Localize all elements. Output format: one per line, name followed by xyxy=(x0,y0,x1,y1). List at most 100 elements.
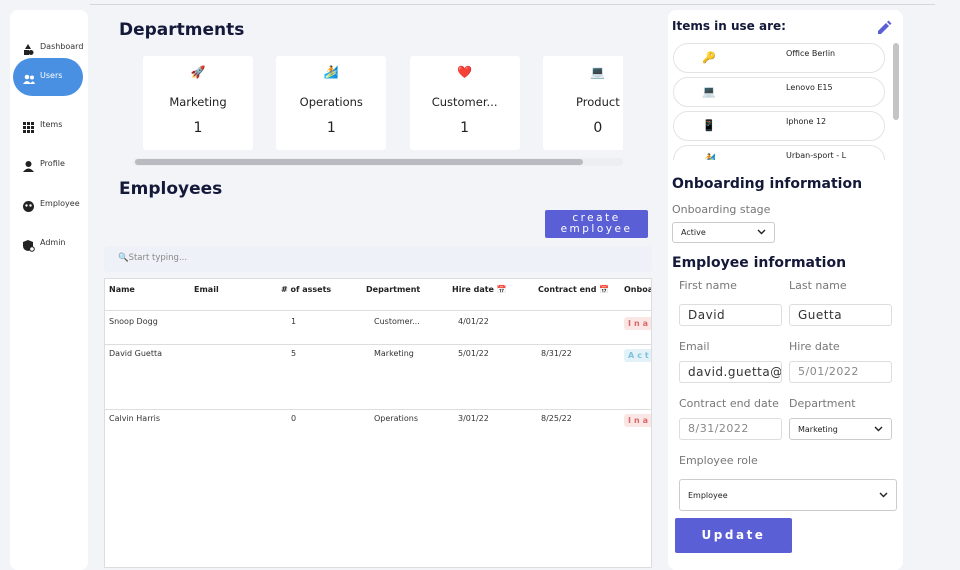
status-badge: Inac xyxy=(624,317,651,330)
update-button[interactable]: Update xyxy=(675,518,792,553)
icon xyxy=(23,161,34,172)
chevron-icon xyxy=(879,492,888,497)
label: Department xyxy=(789,397,856,410)
label: Contract end date xyxy=(679,397,779,410)
department-card[interactable]: 💻 Product 0 xyxy=(542,56,623,150)
cell-contract-end: 8/25/22 xyxy=(541,414,572,423)
item-row[interactable]: 💻 Lenovo E15 xyxy=(673,77,885,107)
nav-label: Profile xyxy=(40,159,65,168)
department-name: Customer... xyxy=(431,95,498,109)
cell-department: Customer... xyxy=(374,317,420,326)
department-count: 1 xyxy=(460,120,470,136)
nav-icon xyxy=(23,71,35,84)
column-header: Hire date 📅 xyxy=(452,285,507,294)
first-name-input[interactable]: David xyxy=(679,304,782,326)
edit-icon[interactable] xyxy=(876,20,892,36)
column-header: Name xyxy=(109,285,135,294)
chevron-icon xyxy=(757,229,766,235)
row-border xyxy=(105,310,651,311)
label: Email xyxy=(679,340,710,353)
cell-hire-date: 4/01/22 xyxy=(458,317,489,326)
role-select[interactable]: Employee xyxy=(679,479,897,511)
stage-label: Onboarding stage xyxy=(672,203,771,216)
last-name-input[interactable]: Guetta xyxy=(789,304,892,326)
stage-select[interactable]: Active xyxy=(672,222,775,243)
nav-item[interactable]: Profile xyxy=(13,154,83,174)
cell-assets: 0 xyxy=(291,414,297,423)
stage-value: Active xyxy=(681,228,706,237)
department-select[interactable]: Marketing xyxy=(789,418,892,440)
department-card[interactable]: 🏄 Operations 1 xyxy=(276,56,387,150)
item-name: Lenovo E15 xyxy=(786,83,833,92)
nav-item[interactable]: Users xyxy=(13,58,83,96)
department-count: 0 xyxy=(593,120,603,136)
nav-label: Dashboard xyxy=(40,42,84,51)
label: First name xyxy=(679,279,737,292)
department-name: Operations xyxy=(299,95,363,109)
row-border xyxy=(105,344,651,345)
chevron xyxy=(879,491,888,500)
sidebar: Dashboard Users Items Profile Employee Admin xyxy=(10,10,88,570)
chevron xyxy=(757,228,766,237)
department-card[interactable]: ❤️ Customer... 1 xyxy=(409,56,520,150)
nav-item[interactable]: Employee xyxy=(13,194,83,214)
item-row[interactable]: 🏄 Urban-sport - L xyxy=(673,145,885,160)
department-icon: 🏄 xyxy=(323,65,339,79)
cell-name: Calvin Harris xyxy=(109,414,161,423)
hire-date-input[interactable]: 5/01/2022 xyxy=(789,361,892,383)
department-card[interactable]: 🚀 Marketing 1 xyxy=(143,56,253,150)
search-input[interactable]: 🔍Start typing... xyxy=(104,246,652,272)
cell-department: Operations xyxy=(374,414,418,423)
role-value: Employee xyxy=(688,490,728,500)
items-list: 🔑 Office Berlin 💻 Lenovo E15 📱 Iphone 12 🏄 Urba… xyxy=(668,40,890,160)
chevron-icon xyxy=(874,426,883,431)
nav-item[interactable]: Admin xyxy=(13,233,83,253)
nav-label: Admin xyxy=(40,238,66,247)
items-scrollbar xyxy=(893,43,899,120)
nav-icon xyxy=(23,119,35,133)
cell-contract-end: 8/31/22 xyxy=(541,349,572,358)
department-name: Marketing xyxy=(169,95,227,109)
nav-item[interactable]: Dashboard xyxy=(13,37,83,57)
item-icon: 💻 xyxy=(702,85,716,98)
cell-assets: 5 xyxy=(291,349,297,358)
icon xyxy=(23,122,34,133)
departments-title: Departments xyxy=(119,20,245,40)
column-header: Onboar xyxy=(624,285,651,294)
scroll-thumb xyxy=(135,159,583,165)
icon xyxy=(24,44,34,55)
nav-icon xyxy=(23,41,35,55)
icon xyxy=(23,74,35,84)
nav-label: Users xyxy=(40,71,63,80)
employee-table: Name Email # of assets Department Hire date … xyxy=(104,278,652,568)
department-icon: 🚀 xyxy=(190,65,206,79)
item-icon: 📱 xyxy=(702,119,716,132)
nav-label: Items xyxy=(40,120,63,129)
department-icon: ❤️ xyxy=(457,65,473,79)
item-name: Iphone 12 xyxy=(786,117,827,126)
label: Last name xyxy=(789,279,847,292)
cell-assets: 1 xyxy=(291,317,297,326)
column-header: # of assets xyxy=(281,285,332,294)
cell-hire-date: 3/01/22 xyxy=(458,414,489,423)
employee-info-title: Employee information xyxy=(672,255,847,271)
item-name: Urban-sport - L xyxy=(786,151,847,160)
item-row[interactable]: 🔑 Office Berlin xyxy=(673,43,885,73)
nav-icon xyxy=(23,198,35,212)
onboarding-title: Onboarding information xyxy=(672,176,863,192)
label: Employee role xyxy=(679,454,758,467)
department-value: Marketing xyxy=(798,424,838,434)
nav-item[interactable]: Items xyxy=(13,115,83,135)
item-row[interactable]: 📱 Iphone 12 xyxy=(673,111,885,141)
item-name: Office Berlin xyxy=(786,49,836,58)
label: Hire date xyxy=(789,340,840,353)
item-icon: 🔑 xyxy=(702,51,716,64)
cell-department: Marketing xyxy=(374,349,414,358)
status-badge: Inac xyxy=(624,414,651,427)
department-count: 1 xyxy=(193,120,203,136)
column-header: Contract end 📅 xyxy=(538,285,610,294)
email-input[interactable]: david.guetta@o xyxy=(679,361,782,383)
contract-end-input[interactable]: 8/31/2022 xyxy=(679,418,782,440)
create-employee-button[interactable]: create employee xyxy=(545,210,648,238)
